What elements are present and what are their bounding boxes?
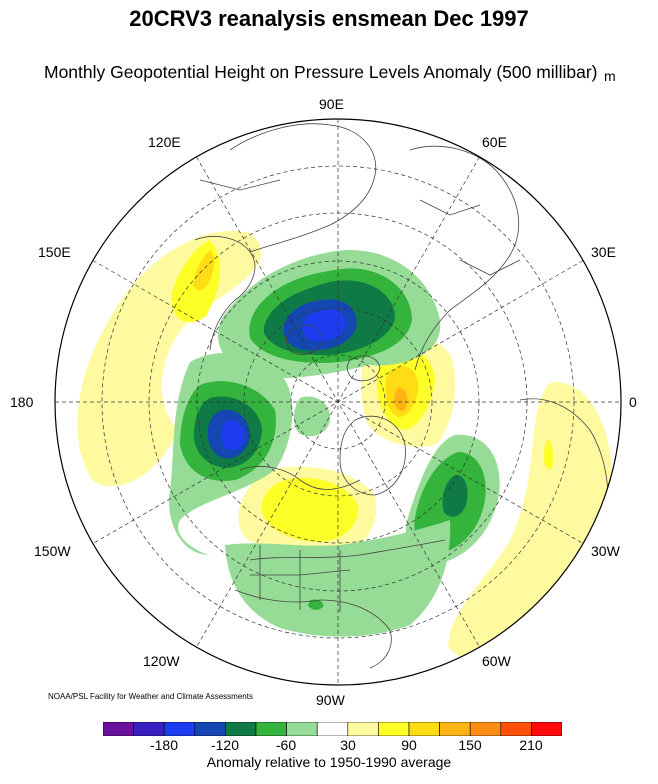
colorbar-tick-label: 210 xyxy=(519,737,543,753)
scandinavia-high-120 xyxy=(394,387,408,411)
lon-label-150e: 150E xyxy=(38,244,71,260)
colorbar-swatch xyxy=(225,722,257,736)
east-siberia-low-150 xyxy=(221,420,245,450)
map-subtitle: Monthly Geopotential Height on Pressure … xyxy=(44,62,598,82)
borders-sketch xyxy=(199,179,521,612)
colorbar-tick-label: 90 xyxy=(401,737,417,753)
alaska-high-60 xyxy=(261,477,359,542)
colorbar-tick-label: -120 xyxy=(210,737,240,753)
europe-coast xyxy=(409,145,520,371)
lon-label-90w: 90W xyxy=(316,692,345,708)
lon-label-60w: 60W xyxy=(482,653,511,669)
colorbar-swatch xyxy=(133,722,165,736)
anomaly-field xyxy=(77,230,612,661)
asia-coast xyxy=(194,123,377,351)
graticule xyxy=(55,119,621,685)
north-america-low-60 xyxy=(308,599,324,610)
lon-label-120e: 120E xyxy=(148,134,181,150)
map-title: 20CRV3 reanalysis ensmean Dec 1997 xyxy=(129,6,529,31)
north-canada-low-150 xyxy=(302,309,346,341)
colorbar-swatch xyxy=(531,722,562,736)
colorbar-swatch xyxy=(500,722,532,736)
colorbar-swatch xyxy=(316,722,349,736)
colorbar-swatch xyxy=(469,722,502,736)
coastlines xyxy=(194,123,609,669)
north-america-coast xyxy=(234,465,446,669)
credit-text: NOAA/PSL Facility for Weather and Climat… xyxy=(48,692,253,701)
units-label: m xyxy=(604,68,616,84)
lon-label-180: 180 xyxy=(10,394,34,410)
colorbar-tick-label: -60 xyxy=(275,737,297,753)
colorbar-tick-label: 150 xyxy=(458,737,482,753)
colorbar-swatch xyxy=(103,722,134,736)
lon-label-150w: 150W xyxy=(34,543,71,559)
colorbar-swatch xyxy=(194,722,226,736)
africa-atlantic-high-60 xyxy=(544,440,554,470)
colorbar-swatch xyxy=(163,722,196,736)
lon-label-30e: 30E xyxy=(591,244,616,260)
lon-label-90e: 90E xyxy=(319,96,344,112)
colorbar xyxy=(103,722,562,736)
colorbar-swatch xyxy=(408,722,440,736)
north-atlantic-low-90 xyxy=(442,474,468,517)
colorbar-tick-label: -180 xyxy=(149,737,179,753)
colorbar-swatch xyxy=(347,722,379,736)
colorbar-label: Anomaly relative to 1950-1990 average xyxy=(206,754,452,770)
arctic-islands xyxy=(286,324,381,382)
colorbar-swatch xyxy=(255,722,287,736)
central-arctic-low-30 xyxy=(294,396,331,437)
lon-label-0: 0 xyxy=(629,394,637,410)
greenland-coast xyxy=(339,415,406,496)
lon-label-30w: 30W xyxy=(591,543,620,559)
lon-label-60e: 60E xyxy=(482,134,507,150)
colorbar-tick-label: 30 xyxy=(340,737,356,753)
colorbar-swatch xyxy=(439,722,471,736)
lon-label-120w: 120W xyxy=(143,653,180,669)
map-boundary xyxy=(54,118,622,686)
colorbar-swatch xyxy=(378,722,410,736)
east-asia-high-90 xyxy=(193,250,215,291)
colorbar-swatch xyxy=(286,722,318,736)
